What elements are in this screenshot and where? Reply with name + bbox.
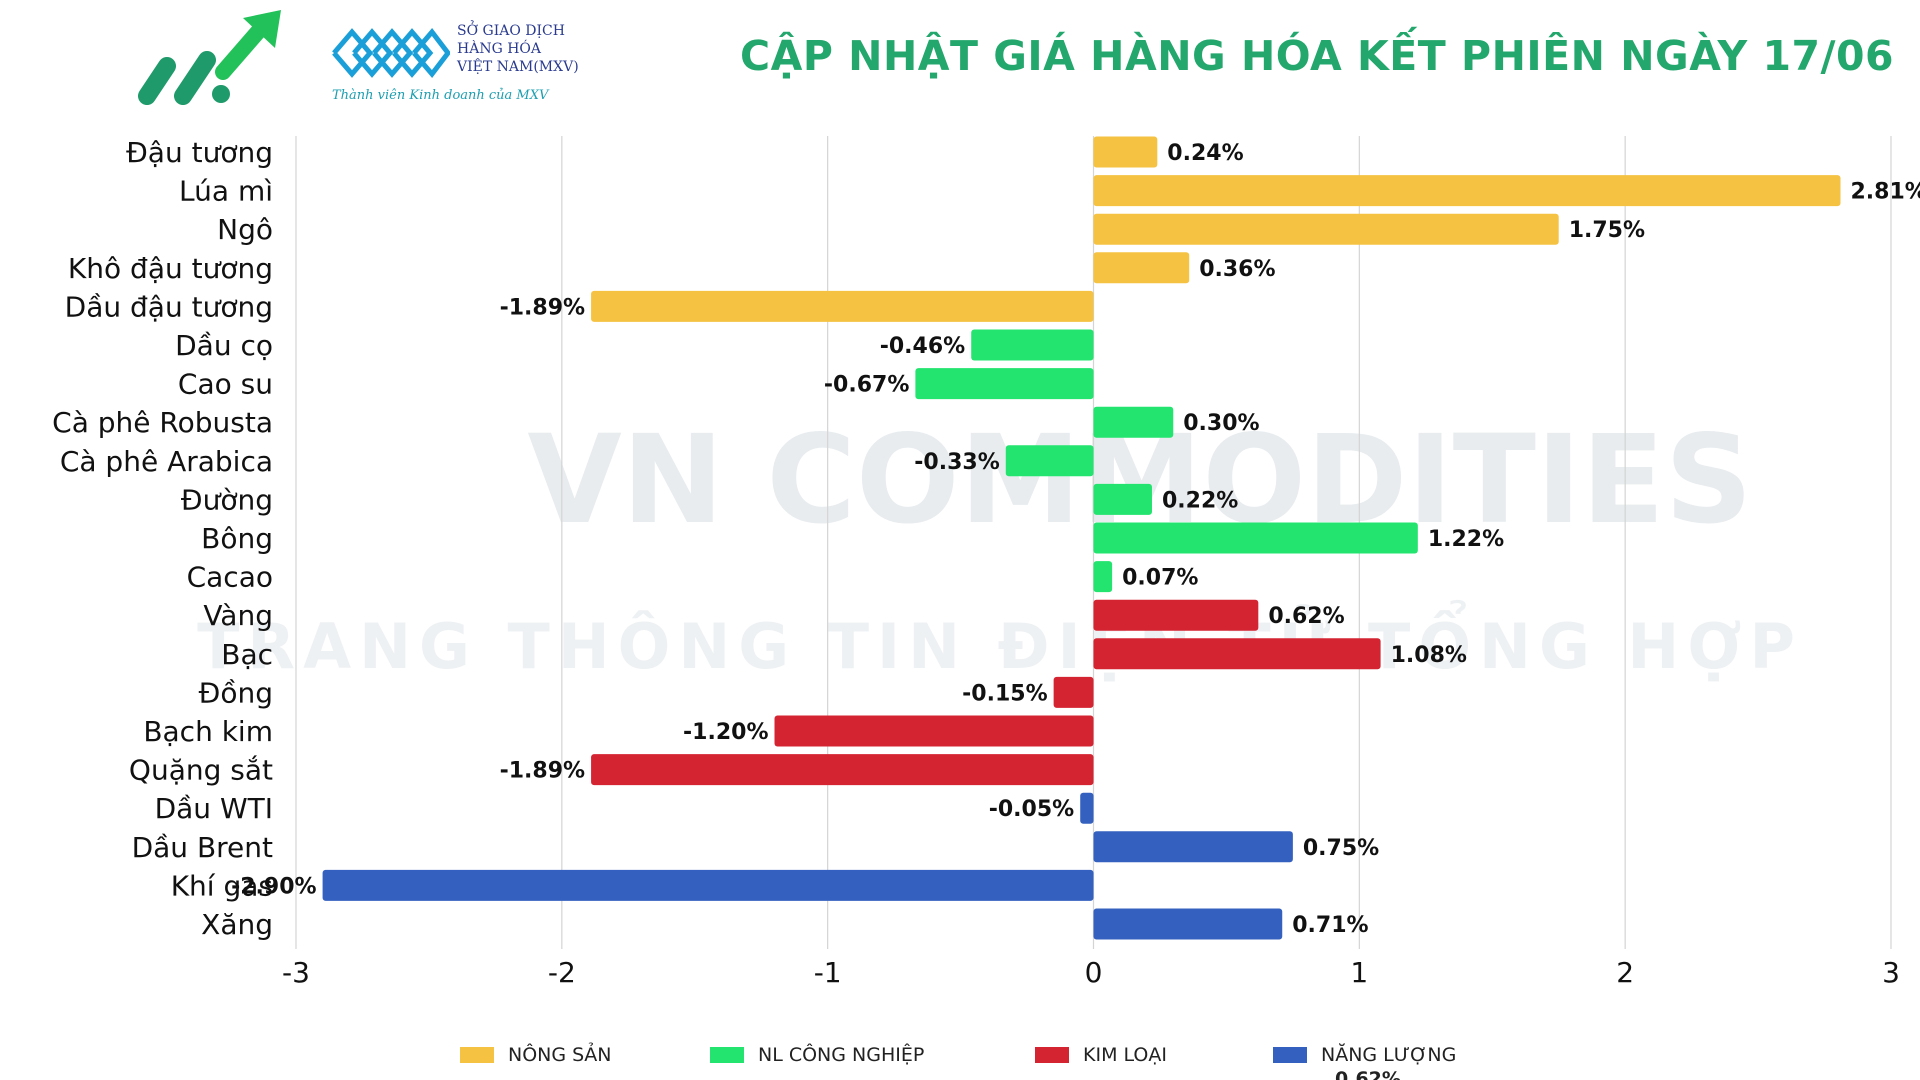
bar (1093, 483, 1152, 515)
y-category-label: Khí gas (171, 869, 273, 902)
bar (971, 329, 1094, 361)
x-tick-label: 3 (1882, 956, 1900, 989)
bar (1053, 676, 1094, 708)
data-label: 0.22% (1162, 488, 1238, 513)
mxv-logo-icon (332, 28, 450, 78)
data-label: 0.62% (1268, 604, 1344, 629)
legend-item: NL CÔNG NGHIỆP (710, 1040, 924, 1070)
y-category-label: Dầu đậu tương (65, 290, 273, 323)
y-category-label: Dầu Brent (132, 831, 273, 864)
chart-labels: Đậu tương 0.24% Lúa mì 2.81% Ngô 1.75% Khô đậu… (52, 136, 1920, 941)
legend-label: KIM LOẠI (1083, 1044, 1167, 1066)
bar (322, 869, 1094, 901)
bar (1093, 175, 1841, 207)
bar (1093, 561, 1113, 593)
watermark-line-2: TRANG THÔNG TIN ĐIỆN TỬ TỔNG HỢP (197, 599, 1803, 683)
data-label: 0.36% (1199, 257, 1275, 282)
bar (1093, 136, 1158, 168)
logo-tagline: Thành viên Kinh doanh của MXV (332, 88, 549, 103)
x-tick-label: -2 (548, 956, 576, 989)
data-label: -0.15% (962, 681, 1047, 706)
bar (1093, 406, 1174, 438)
y-category-label: Đồng (199, 676, 273, 709)
bar (591, 754, 1094, 786)
footer-value-note: 0.62% (1335, 1068, 1401, 1080)
chart-bars (322, 136, 1841, 940)
y-category-label: Bông (201, 522, 273, 555)
bar (1093, 831, 1293, 863)
data-label: 0.30% (1183, 411, 1259, 436)
data-label: -0.46% (880, 334, 965, 359)
legend-swatch (710, 1047, 744, 1063)
bar (915, 368, 1094, 400)
data-label: 1.22% (1428, 527, 1504, 552)
data-label: 0.07% (1122, 566, 1198, 591)
mxv-logo-text: SỞ GIAO DỊCH HÀNG HÓA VIỆT NAM(MXV) (457, 22, 579, 76)
data-label: 0.71% (1292, 913, 1368, 938)
x-tick-label: 2 (1616, 956, 1634, 989)
x-tick-label: -1 (814, 956, 842, 989)
y-category-label: Đường (181, 483, 273, 516)
data-label: -0.05% (989, 797, 1074, 822)
legend-label: NĂNG LƯỢNG (1321, 1044, 1457, 1066)
y-category-label: Ngô (217, 213, 273, 246)
legend-swatch (1035, 1047, 1069, 1063)
y-category-label: Đậu tương (126, 136, 273, 169)
bar (1093, 599, 1259, 631)
y-category-label: Lúa mì (179, 175, 273, 208)
legend-label: NÔNG SẢN (508, 1044, 612, 1066)
legend-label: NL CÔNG NGHIỆP (758, 1044, 925, 1066)
logo-line-3: VIỆT NAM(MXV) (457, 59, 579, 75)
y-category-label: Cacao (187, 561, 273, 594)
y-category-label: Vàng (203, 599, 273, 632)
bar (1093, 213, 1559, 245)
data-label: -2.90% (231, 874, 316, 899)
bar (1080, 792, 1094, 824)
data-label: -1.20% (683, 720, 768, 745)
logo-line-2: HÀNG HÓA (457, 41, 541, 57)
data-label: 1.75% (1569, 218, 1645, 243)
data-label: 1.08% (1391, 643, 1467, 668)
bar (1093, 908, 1283, 940)
chart-legend: NÔNG SẢN NL CÔNG NGHIỆP KIM LOẠI NĂNG LƯỢNG (0, 1040, 1920, 1070)
y-category-label: Bạc (221, 638, 273, 671)
bar (1093, 638, 1381, 670)
legend-swatch (1273, 1047, 1307, 1063)
data-label: -0.67% (824, 373, 909, 398)
legend-item: NĂNG LƯỢNG (1273, 1040, 1456, 1070)
x-tick-label: 0 (1085, 956, 1103, 989)
data-label: -1.89% (500, 295, 585, 320)
data-label: -0.33% (914, 450, 999, 475)
x-tick-label: 1 (1350, 956, 1368, 989)
legend-swatch (460, 1047, 494, 1063)
data-label: -1.89% (500, 759, 585, 784)
y-category-label: Cao su (178, 368, 273, 401)
bar (591, 290, 1094, 322)
page-title: CẬP NHẬT GIÁ HÀNG HÓA KẾT PHIÊN NGÀY 17/… (740, 32, 1895, 80)
y-category-label: Xăng (201, 908, 273, 941)
y-category-label: Cà phê Robusta (52, 406, 273, 439)
y-category-label: Cà phê Arabica (60, 445, 273, 478)
logo-arrow-icon (138, 10, 281, 105)
y-category-label: Dầu WTI (155, 792, 273, 825)
legend-item: KIM LOẠI (1035, 1040, 1167, 1070)
legend-item: NÔNG SẢN (460, 1040, 611, 1070)
bar (1005, 445, 1094, 477)
x-tick-label: -3 (282, 956, 310, 989)
bar (1093, 522, 1418, 554)
data-label: 0.75% (1303, 836, 1379, 861)
y-category-label: Bạch kim (143, 715, 273, 748)
chart-grid: -3 -2 -1 0 1 2 3 (282, 136, 1900, 989)
data-label: 0.24% (1167, 141, 1243, 166)
bar (1093, 252, 1190, 284)
data-label: 2.81% (1850, 180, 1920, 205)
logo-line-1: SỞ GIAO DỊCH (457, 23, 565, 39)
y-category-label: Dầu cọ (175, 329, 273, 362)
bar (774, 715, 1094, 747)
y-category-label: Khô đậu tương (68, 252, 273, 285)
y-category-label: Quặng sắt (129, 754, 273, 787)
